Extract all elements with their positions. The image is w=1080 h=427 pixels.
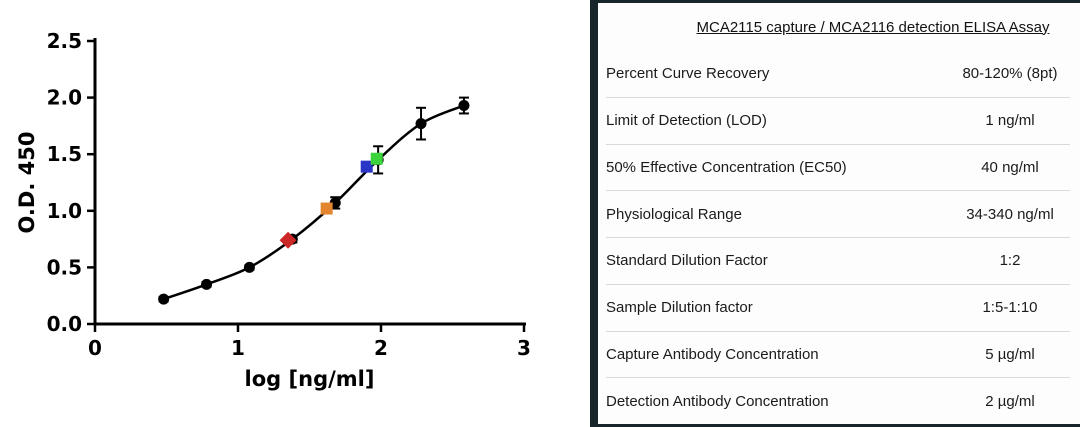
- row-value: 40 ng/ml: [981, 158, 1039, 176]
- assay-parameters-panel: MCA2115 capture / MCA2116 detection ELIS…: [590, 0, 1080, 427]
- row-value: 1:2: [999, 252, 1021, 270]
- row-value: 34-340 ng/ml: [966, 205, 1054, 223]
- x-tick-label: 0: [88, 336, 102, 360]
- row-value: 5 µg/ml: [985, 345, 1035, 363]
- row-value: 1 ng/ml: [985, 112, 1035, 130]
- y-tick-label: 0.5: [47, 255, 82, 279]
- x-tick-label: 3: [517, 336, 531, 360]
- row-label: Capture Antibody Concentration: [606, 345, 819, 363]
- row-label: Limit of Detection (LOD): [606, 112, 767, 130]
- sample-red-marker: [279, 231, 297, 249]
- x-tick-label: 1: [231, 336, 245, 360]
- y-tick-label: 2.5: [47, 29, 82, 53]
- standard-curve-svg: 0 1 2 3 0.0 0.5 1.0 1.5 2.0 2.5 log [ng/ml] O.D. 45…: [15, 29, 531, 391]
- assay-table: MCA2115 capture / MCA2116 detection ELIS…: [598, 3, 1080, 424]
- row-label: Standard Dilution Factor: [606, 252, 768, 270]
- x-axis-label: log [ng/ml]: [245, 367, 375, 391]
- standard-point: [243, 261, 255, 273]
- y-tick-label: 0.0: [47, 312, 82, 336]
- table-row: 50% Effective Concentration (EC50) 40 ng/…: [606, 143, 1070, 191]
- standard-point: [201, 278, 213, 290]
- row-value: 2 µg/ml: [985, 392, 1035, 410]
- row-label: Sample Dilution factor: [606, 299, 753, 317]
- y-tick-label: 2.0: [47, 86, 82, 110]
- y-tick-label: 1.5: [47, 142, 82, 166]
- table-row: Standard Dilution Factor 1:2: [606, 237, 1070, 284]
- table-row: Capture Antibody Concentration 5 µg/ml: [606, 330, 1070, 378]
- table-row: Limit of Detection (LOD) 1 ng/ml: [606, 96, 1070, 144]
- table-row: Detection Antibody Concentration 2 µg/ml: [606, 377, 1070, 424]
- row-label: Percent Curve Recovery: [606, 65, 770, 83]
- table-row: Percent Curve Recovery 80-120% (8pt): [606, 51, 1070, 97]
- assay-table-title: MCA2115 capture / MCA2116 detection ELIS…: [696, 18, 1050, 36]
- table-row: Physiological Range 34-340 ng/ml: [606, 190, 1070, 237]
- row-value: 80-120% (8pt): [962, 65, 1058, 83]
- standard-curve-chart: 0 1 2 3 0.0 0.5 1.0 1.5 2.0 2.5 log [ng/ml] O.D. 45…: [15, 29, 531, 391]
- sample-blue-marker: [360, 160, 373, 173]
- row-label: Physiological Range: [606, 205, 742, 223]
- fitted-curve: [163, 104, 465, 301]
- standard-point: [458, 100, 470, 112]
- assay-table-rows: Percent Curve Recovery 80-120% (8pt) Limit…: [606, 51, 1070, 424]
- row-label: Detection Antibody Concentration: [606, 392, 829, 410]
- y-axis-label: O.D. 450: [15, 132, 39, 234]
- y-tick-label: 1.0: [47, 199, 82, 223]
- row-label: 50% Effective Concentration (EC50): [606, 158, 847, 176]
- standard-point: [415, 118, 427, 130]
- standard-point: [158, 293, 170, 305]
- x-tick-label: 2: [374, 336, 388, 360]
- table-row: Sample Dilution factor 1:5-1:10: [606, 283, 1070, 331]
- sample-orange-marker: [320, 202, 333, 215]
- sample-green-marker: [370, 152, 383, 165]
- row-value: 1:5-1:10: [982, 299, 1038, 317]
- left-accent-bar: [590, 3, 598, 424]
